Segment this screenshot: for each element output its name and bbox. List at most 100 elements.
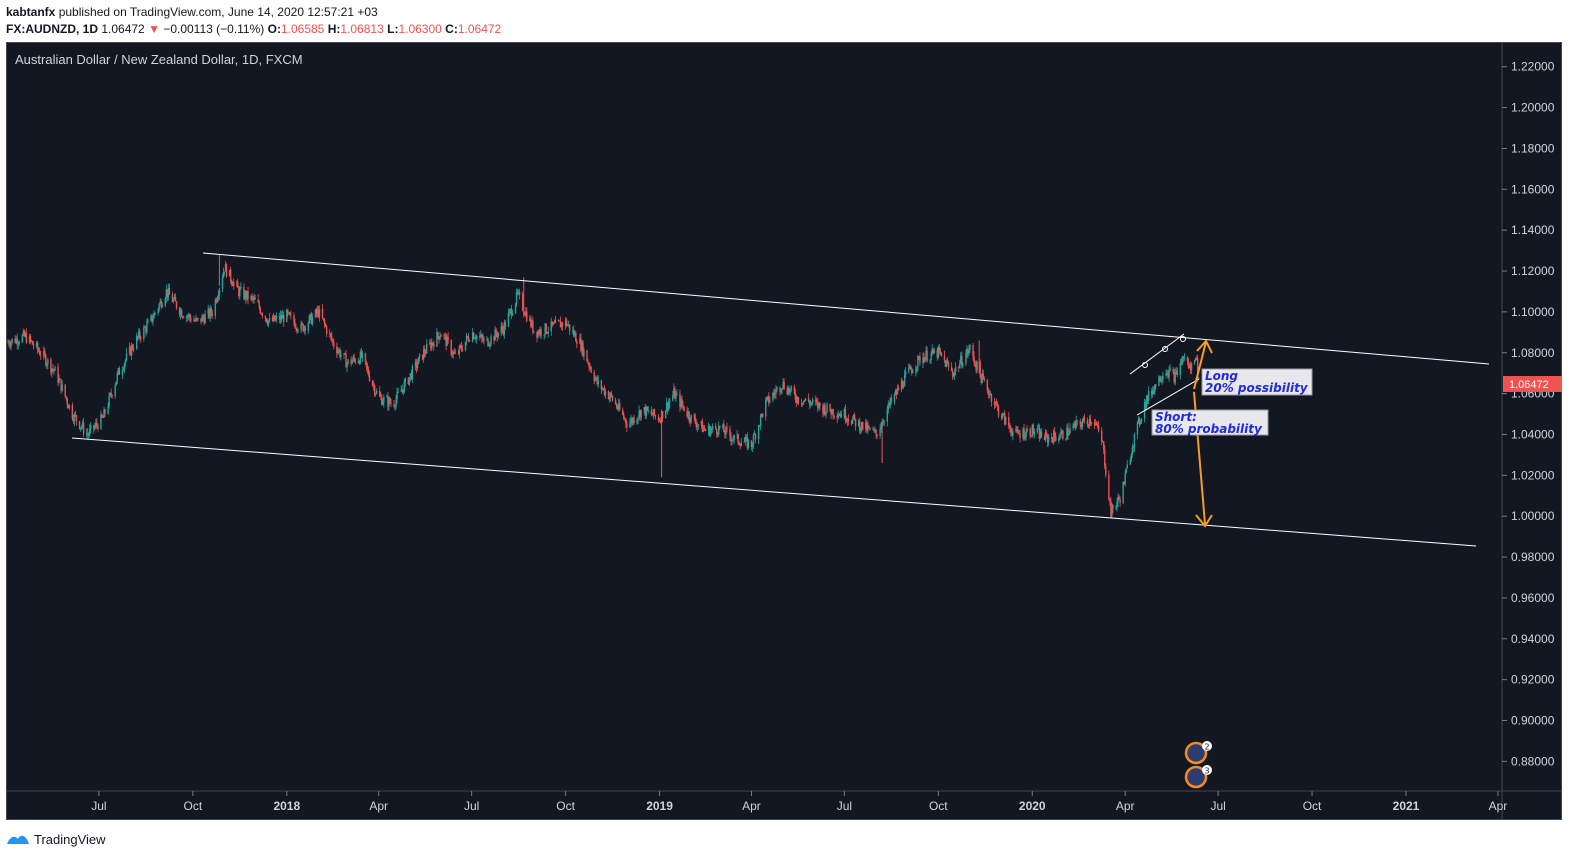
wedge-upper-line[interactable] — [1129, 333, 1185, 375]
candle-body — [344, 353, 346, 355]
candle-body — [200, 318, 202, 323]
candle-body — [560, 322, 563, 328]
candle-body — [290, 314, 292, 316]
candle-body — [700, 421, 703, 425]
candle-body — [272, 315, 275, 322]
candle-body — [1190, 362, 1193, 371]
wedge-point-2[interactable] — [1162, 346, 1168, 352]
y-tick-label: 0.94000 — [1511, 632, 1555, 646]
candle-body — [1022, 428, 1024, 439]
candle-body — [746, 436, 749, 448]
candle-body — [802, 400, 805, 405]
candle-body — [1046, 435, 1049, 443]
event-marker-1[interactable]: 2 — [1184, 741, 1212, 765]
candle-body — [201, 315, 203, 323]
candle-body — [296, 328, 298, 331]
candle-body — [743, 441, 745, 443]
candle-body — [245, 291, 247, 300]
candle-body — [100, 414, 102, 430]
candle-body — [616, 407, 619, 409]
candle-body — [801, 403, 804, 405]
candle-body — [874, 429, 876, 431]
candle-body — [28, 336, 31, 343]
candle-body — [696, 425, 699, 428]
channel-lower-line[interactable] — [71, 437, 1477, 547]
candle-body — [910, 366, 912, 370]
candle-body — [809, 402, 812, 405]
price-axis[interactable]: 1.22000 1.20000 1.18000 1.16000 1.14000 1.120… — [1502, 60, 1555, 769]
candle-body — [307, 323, 309, 331]
candle-body — [510, 308, 513, 316]
candle-body — [789, 389, 791, 393]
candle-body — [172, 299, 175, 302]
candle-body — [783, 381, 785, 390]
candle-body — [445, 335, 447, 346]
current-price-tag: 1.06472 — [1503, 375, 1562, 392]
candle-body — [681, 399, 683, 405]
y-tick-label: 0.90000 — [1511, 714, 1555, 728]
wedge-point-3[interactable] — [1180, 336, 1186, 342]
candle-body — [961, 355, 963, 367]
long-arrow[interactable] — [1193, 339, 1213, 390]
candle-body — [43, 351, 45, 356]
candle-body — [494, 329, 496, 341]
time-axis[interactable]: Jul Oct 2018 Apr Jul Oct 2019 Apr Jul Oct 2020 Apr J… — [91, 791, 1507, 813]
candle-body — [918, 356, 920, 357]
y-tick-label: 1.12000 — [1511, 264, 1555, 278]
candle-body — [468, 340, 471, 342]
candle-body — [1082, 417, 1085, 423]
channel-upper-line[interactable] — [202, 252, 1490, 365]
long-annotation[interactable]: Long 20% possibility — [1201, 368, 1313, 396]
candle-body — [886, 409, 888, 422]
tradingview-logo-icon — [7, 835, 29, 844]
price-chart[interactable]: Australian Dollar / New Zealand Dollar, … — [6, 42, 1562, 820]
candle-body — [282, 314, 284, 320]
candle-body — [607, 391, 610, 400]
wedge-lower-line[interactable] — [1136, 378, 1200, 416]
candle-body — [536, 331, 538, 338]
candle-body — [1061, 430, 1063, 433]
y-tick-label: 1.00000 — [1511, 509, 1555, 523]
candle-body — [879, 428, 881, 437]
candle-body — [1033, 431, 1036, 434]
x-tick-label: Apr — [1489, 799, 1508, 813]
candle-body — [1081, 422, 1084, 428]
candle-body — [636, 419, 638, 424]
candle-body — [733, 435, 735, 440]
candle-body — [774, 393, 776, 395]
candle-body — [1194, 358, 1197, 361]
wedge-point-1[interactable] — [1142, 362, 1148, 368]
candle-body — [779, 387, 781, 392]
candle-body — [586, 350, 588, 362]
x-tick-label: 2021 — [1393, 799, 1420, 813]
short-annotation[interactable]: Short: 80% probability — [1151, 409, 1269, 436]
candle-body — [60, 379, 62, 392]
candle-body — [115, 381, 117, 386]
candle-body — [979, 361, 981, 375]
candle-body — [476, 335, 478, 340]
candle-body — [72, 418, 75, 422]
candle-body — [358, 361, 361, 364]
candle-body — [944, 360, 947, 367]
candle-body — [800, 402, 803, 404]
event-marker-2[interactable]: 3 — [1184, 765, 1212, 789]
candle-body — [454, 353, 457, 354]
tradingview-footer[interactable]: TradingView — [6, 829, 106, 849]
candle-body — [731, 439, 733, 441]
candle-body — [215, 299, 218, 302]
y-tick-label: 1.18000 — [1511, 141, 1555, 155]
candle-body — [302, 324, 304, 331]
candle-body — [590, 367, 592, 373]
candle-body — [1011, 432, 1013, 436]
symbol-label[interactable]: FX:AUDNZD, 1D — [6, 22, 98, 36]
candle-body — [673, 388, 675, 396]
candle-body — [958, 366, 960, 369]
candle-body — [559, 320, 562, 328]
candle-body — [317, 309, 320, 317]
candle-body — [488, 345, 490, 347]
candle-body — [217, 295, 220, 299]
candle-body — [932, 348, 934, 354]
author-name[interactable]: kabtanfx — [6, 5, 56, 19]
candle-body — [1181, 356, 1184, 365]
candle-body — [1126, 464, 1128, 469]
